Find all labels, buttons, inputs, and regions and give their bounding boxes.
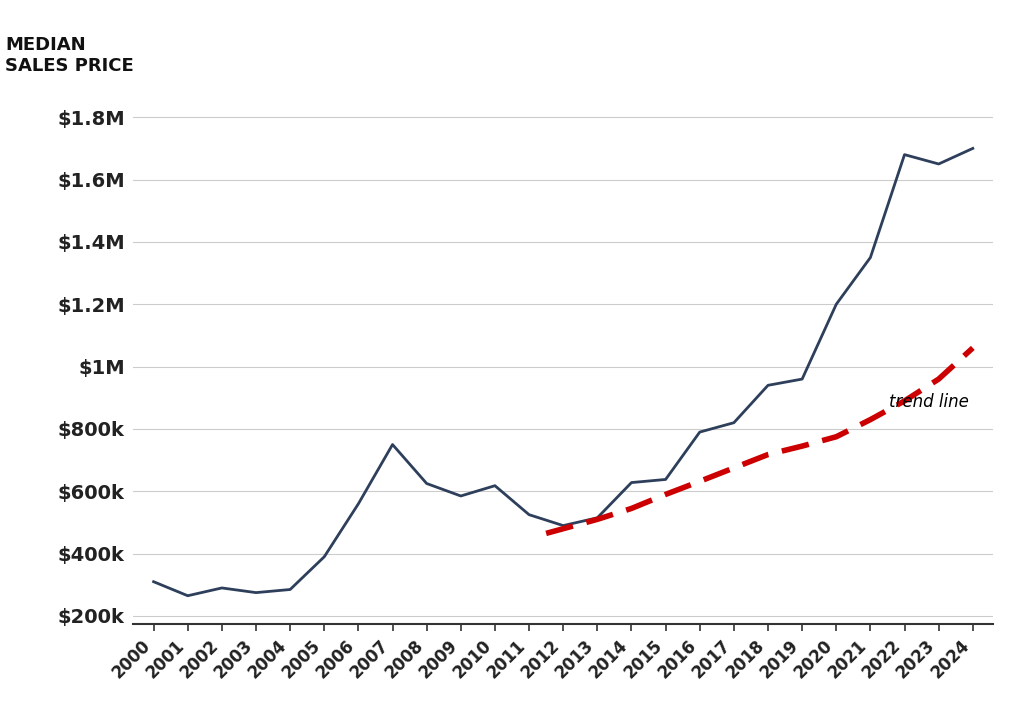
Text: trend line: trend line xyxy=(889,394,969,412)
Text: MEDIAN
SALES PRICE: MEDIAN SALES PRICE xyxy=(5,36,134,75)
